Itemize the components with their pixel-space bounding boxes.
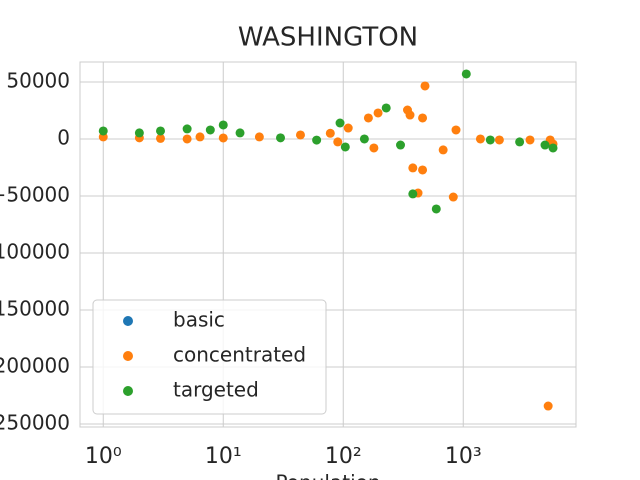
- point: [218, 120, 228, 130]
- point: [369, 143, 379, 153]
- point: [451, 125, 461, 135]
- point: [408, 163, 418, 173]
- x-axis-label: Population: [275, 471, 380, 480]
- point: [340, 142, 350, 152]
- point: [134, 128, 144, 138]
- point: [438, 145, 448, 155]
- point: [525, 135, 535, 145]
- x-tick-label: 10⁰: [85, 444, 122, 469]
- point: [325, 128, 335, 138]
- point: [182, 134, 192, 144]
- point: [295, 130, 305, 140]
- point: [494, 135, 504, 145]
- point: [235, 128, 245, 138]
- point: [396, 140, 406, 150]
- point: [205, 125, 215, 135]
- point: [418, 113, 428, 123]
- point: [156, 126, 166, 136]
- point: [515, 137, 525, 147]
- point: [461, 69, 471, 79]
- point: [405, 110, 415, 120]
- y-tick-label: −50000: [0, 182, 70, 206]
- legend-marker: [123, 351, 133, 361]
- point: [548, 143, 558, 153]
- point: [343, 123, 353, 133]
- x-tick-label: 10²: [325, 444, 362, 469]
- point: [543, 401, 553, 411]
- legend-label: targeted: [173, 378, 259, 402]
- y-tick-label: −150000: [0, 297, 70, 321]
- legend-label: concentrated: [173, 343, 306, 367]
- legend-box: [92, 299, 327, 415]
- point: [420, 81, 430, 91]
- y-tick-label: −250000: [0, 411, 70, 435]
- y-tick-label: 50000: [6, 68, 70, 92]
- point: [363, 113, 373, 123]
- point: [182, 124, 192, 134]
- point: [333, 137, 343, 147]
- point: [373, 108, 383, 118]
- point: [431, 204, 441, 214]
- point: [195, 132, 205, 142]
- point: [408, 189, 418, 199]
- legend-marker: [123, 316, 133, 326]
- point: [335, 118, 345, 128]
- axes-frame: [79, 61, 577, 428]
- legend-marker: [123, 386, 133, 396]
- point: [156, 133, 166, 143]
- y-tick-label: −200000: [0, 354, 70, 378]
- point: [475, 134, 485, 144]
- point: [254, 132, 264, 142]
- x-tick-label: 10¹: [205, 444, 242, 469]
- y-tick-label: −100000: [0, 239, 70, 263]
- point: [418, 165, 428, 175]
- x-tick-label: 10³: [445, 444, 482, 469]
- point: [540, 140, 550, 150]
- point: [276, 133, 286, 143]
- legend-label: basic: [173, 308, 225, 332]
- point: [218, 133, 228, 143]
- point: [381, 103, 391, 113]
- chart-title: WASHINGTON: [238, 23, 418, 53]
- point: [359, 134, 369, 144]
- point: [98, 126, 108, 136]
- y-tick-label: 0: [57, 125, 70, 149]
- point: [448, 192, 458, 202]
- point: [312, 135, 322, 145]
- point: [485, 135, 495, 145]
